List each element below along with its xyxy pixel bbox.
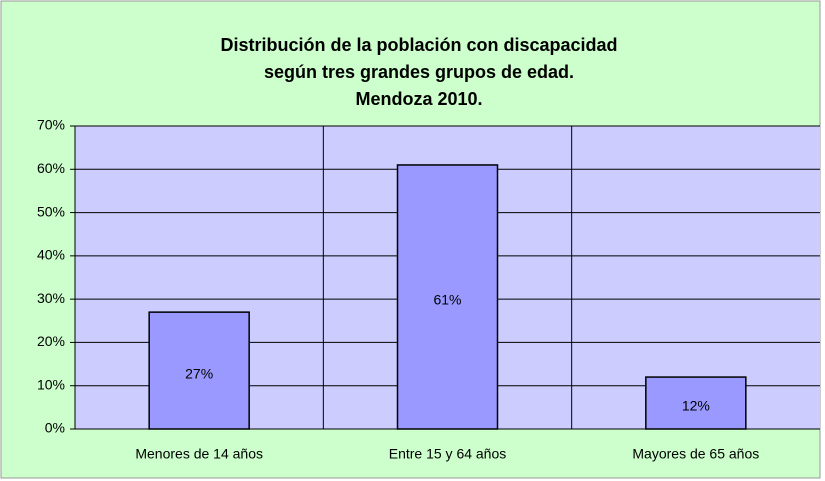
bar: [148, 311, 250, 430]
x-tick-label: Mayores de 65 años: [632, 446, 759, 462]
x-tick-label: Menores de 14 años: [135, 446, 263, 462]
chart-title: Distribución de la población con discapa…: [220, 35, 617, 55]
y-tick-label: 30%: [37, 290, 65, 306]
chart-title: Mendoza 2010.: [355, 89, 482, 109]
y-tick-label: 0%: [45, 420, 65, 436]
x-tick-label: Entre 15 y 64 años: [389, 446, 507, 462]
data-label: 12%: [682, 398, 710, 414]
y-tick-label: 50%: [37, 203, 65, 219]
bar: [396, 164, 499, 430]
y-tick-label: 20%: [37, 333, 65, 349]
y-tick-label: 10%: [37, 376, 65, 392]
y-tick-label: 70%: [37, 117, 65, 133]
data-label: 27%: [185, 365, 213, 381]
bar: [645, 376, 747, 430]
y-tick-label: 40%: [37, 247, 65, 263]
chart-title: según tres grandes grupos de edad.: [264, 62, 574, 82]
data-label: 61%: [433, 292, 461, 308]
y-tick-label: 60%: [37, 160, 65, 176]
